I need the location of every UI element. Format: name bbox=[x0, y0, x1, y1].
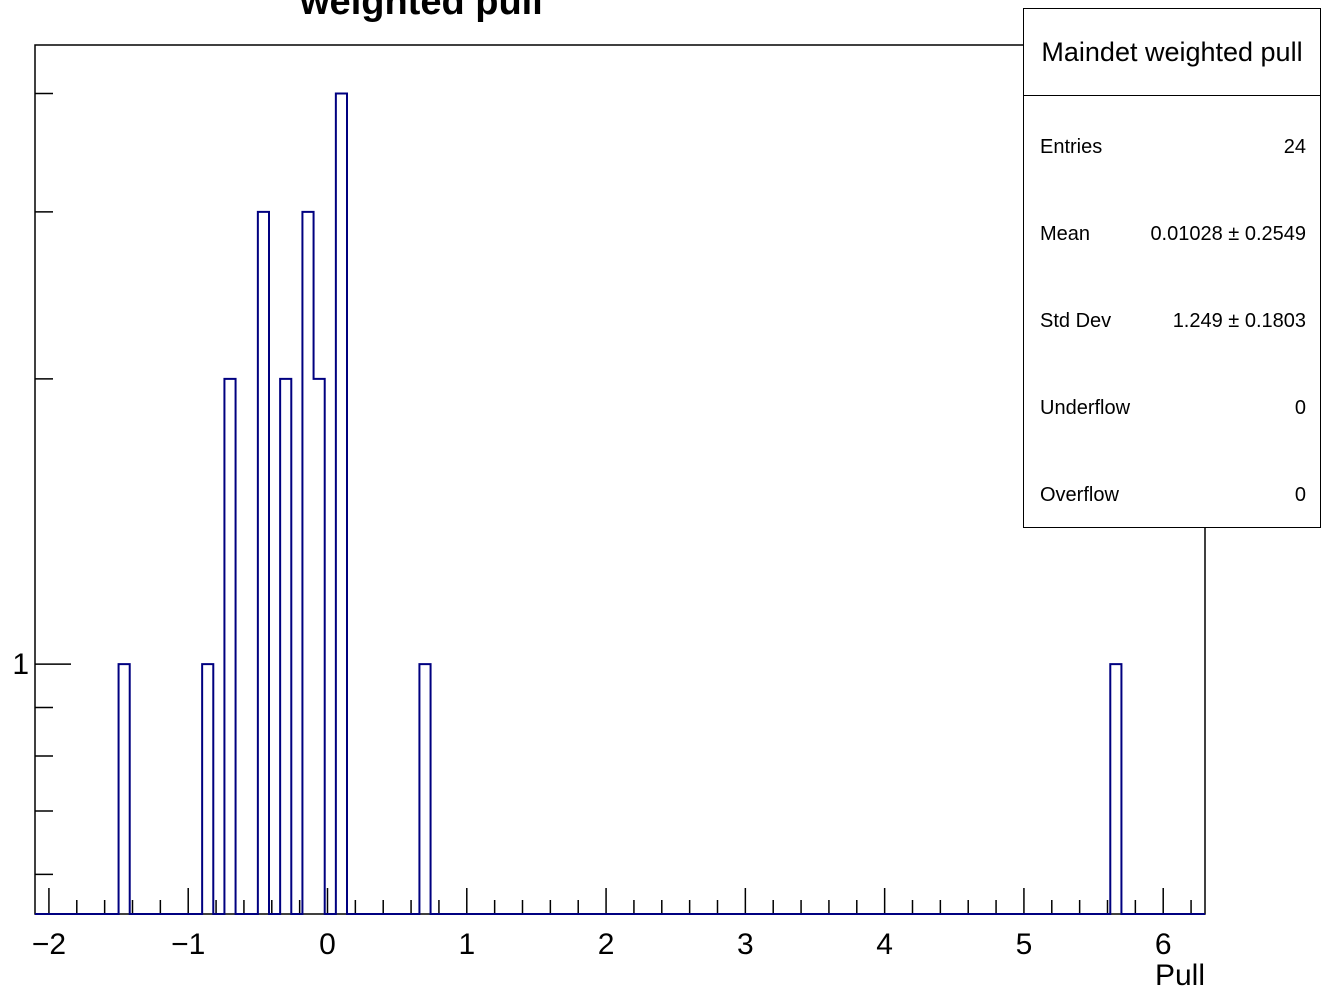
x-tick-label: 4 bbox=[876, 928, 893, 961]
stats-value: 0 bbox=[1294, 483, 1306, 506]
histogram-bin bbox=[302, 212, 313, 914]
histogram-bin bbox=[202, 664, 213, 914]
chart-title: weighted pull bbox=[299, 0, 543, 23]
histogram-bin bbox=[314, 379, 325, 914]
histogram-bin bbox=[280, 379, 291, 914]
histogram-bin bbox=[258, 212, 269, 914]
histogram-bin bbox=[419, 664, 430, 914]
stats-box: Maindet weighted pull Entries 24 Mean 0.… bbox=[1023, 8, 1321, 528]
x-tick-label: 5 bbox=[1016, 928, 1033, 961]
x-tick-label: 0 bbox=[319, 928, 336, 961]
x-axis-title: Pull bbox=[1155, 959, 1205, 992]
stats-value: 24 bbox=[1283, 135, 1306, 158]
histogram-bin bbox=[336, 93, 347, 914]
stats-row-underflow: Underflow 0 bbox=[1040, 393, 1306, 423]
stats-row-overflow: Overflow 0 bbox=[1040, 480, 1306, 510]
x-tick-labels: −2 −1 0 1 2 3 4 5 6 bbox=[32, 928, 1172, 961]
x-tick-label: −1 bbox=[171, 928, 205, 961]
x-tick-label: 6 bbox=[1155, 928, 1172, 961]
stats-row-entries: Entries 24 bbox=[1040, 132, 1306, 162]
stats-value: 0 bbox=[1294, 396, 1306, 419]
axis-ticks bbox=[35, 92, 1192, 914]
stats-row-mean: Mean 0.01028 ± 0.2549 bbox=[1040, 219, 1306, 249]
histogram-bin bbox=[224, 379, 235, 914]
x-tick-label: −2 bbox=[32, 928, 66, 961]
stats-row-std-dev: Std Dev 1.249 ± 0.1803 bbox=[1040, 306, 1306, 336]
stats-title: Maindet weighted pull bbox=[1024, 9, 1320, 96]
x-tick-label: 2 bbox=[598, 928, 615, 961]
stats-value: 1.249 ± 0.1803 bbox=[1172, 309, 1306, 332]
histogram-outline bbox=[35, 92, 1205, 915]
histogram-bin bbox=[1110, 664, 1121, 914]
x-tick-label: 1 bbox=[458, 928, 475, 961]
histogram-bin bbox=[119, 664, 130, 914]
stats-label: Entries bbox=[1040, 135, 1103, 158]
stats-label: Overflow bbox=[1040, 483, 1119, 506]
stats-value: 0.01028 ± 0.2549 bbox=[1150, 222, 1306, 245]
x-tick-label: 3 bbox=[737, 928, 754, 961]
y-tick-label: 1 bbox=[12, 648, 29, 681]
y-tick-labels: 1 bbox=[12, 648, 29, 681]
stats-label: Mean bbox=[1040, 222, 1091, 245]
stats-label: Underflow bbox=[1040, 396, 1131, 419]
stats-label: Std Dev bbox=[1040, 309, 1112, 332]
